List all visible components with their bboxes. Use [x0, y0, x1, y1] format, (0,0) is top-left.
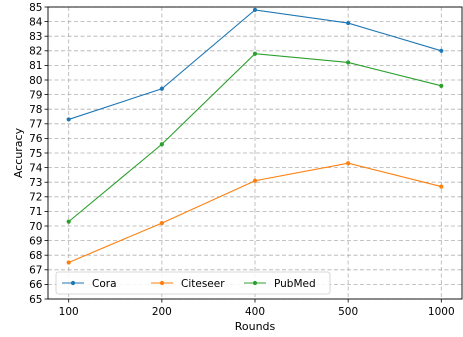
y-tick-label: 69 — [29, 235, 42, 247]
data-point-pubmed — [66, 219, 71, 224]
data-point-citeseer — [159, 220, 164, 226]
x-tick-label: 100 — [59, 306, 79, 318]
y-tick-label: 78 — [29, 104, 42, 116]
data-point-cora — [252, 7, 258, 13]
y-tick-label: 75 — [29, 148, 42, 160]
data-point-pubmed — [439, 83, 444, 88]
x-axis-label: Rounds — [235, 320, 276, 333]
y-tick-label: 73 — [29, 177, 42, 189]
x-tick-label: 200 — [152, 306, 172, 318]
legend-marker-cora — [70, 280, 76, 286]
legend-entry-pubmed: PubMed — [244, 278, 316, 290]
data-point-citeseer — [346, 161, 351, 166]
y-tick-label: 72 — [29, 192, 42, 204]
data-point-cora — [439, 48, 444, 53]
y-tick-label: 85 — [29, 2, 42, 14]
series-line-cora — [68, 9, 442, 120]
data-point-cora — [346, 20, 351, 26]
legend-marker-pubmed — [252, 280, 258, 286]
x-tick-label: 500 — [338, 306, 358, 318]
data-point-citeseer — [66, 260, 71, 265]
y-tick-label: 77 — [29, 119, 42, 131]
data-point-pubmed — [252, 51, 258, 56]
data-point-pubmed — [159, 142, 164, 147]
y-tick-label: 80 — [29, 75, 42, 87]
y-tick-label: 82 — [29, 46, 42, 58]
y-tick-label: 79 — [29, 89, 42, 101]
y-tick-label: 81 — [29, 60, 42, 72]
data-point-citeseer — [439, 184, 444, 189]
y-tick-label: 83 — [29, 31, 42, 43]
data-point-cora — [66, 117, 71, 122]
data-point-citeseer — [252, 178, 258, 183]
y-axis-label: Accuracy — [12, 127, 25, 178]
y-tick-label: 76 — [29, 133, 43, 145]
legend-label-pubmed: PubMed — [274, 278, 316, 290]
legend-label-cora: Cora — [92, 278, 117, 290]
series-lines — [66, 7, 444, 265]
y-tick-label: 68 — [29, 250, 42, 262]
axis-ticks: 65 66 67 68 69 70 71 72 73 74 75 76 77 78 79 80 81 82 83 84… — [29, 2, 455, 318]
y-tick-label: 65 — [29, 294, 42, 306]
y-tick-label: 67 — [29, 265, 42, 277]
y-tick-label: 70 — [29, 221, 42, 233]
y-tick-label: 71 — [29, 206, 42, 218]
y-tick-label: 74 — [29, 162, 43, 174]
legend-box — [55, 271, 331, 295]
data-point-pubmed — [346, 60, 351, 65]
x-tick-label: 400 — [245, 306, 265, 318]
legend-marker-citeseer — [159, 280, 165, 286]
y-tick-label: 66 — [29, 279, 43, 291]
x-tick-label: 1000 — [428, 306, 455, 318]
legend-entry-citeseer: Citeseer — [151, 278, 225, 290]
grid — [48, 6, 462, 300]
y-tick-label: 84 — [29, 16, 43, 28]
legend-entry-cora: Cora — [62, 278, 117, 290]
data-point-cora — [159, 86, 164, 91]
legend: Cora Citeseer PubMed — [55, 271, 331, 295]
legend-label-citeseer: Citeseer — [181, 278, 225, 290]
